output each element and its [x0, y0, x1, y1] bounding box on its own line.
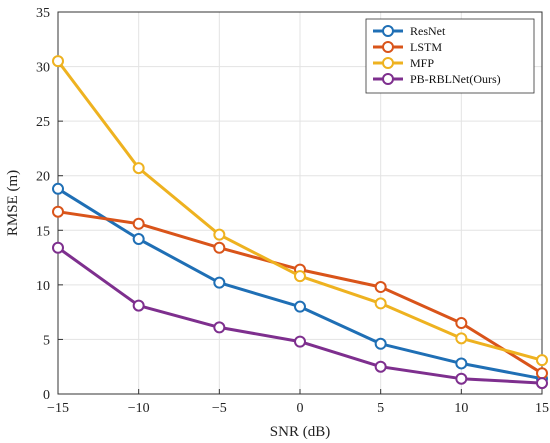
data-point	[374, 281, 387, 294]
data-point	[536, 354, 548, 367]
data-point	[536, 377, 548, 390]
y-axis-ticks: 0 5 10 15 20 25 30 35	[36, 6, 63, 403]
data-point	[52, 55, 64, 68]
data-point	[455, 372, 468, 385]
x-tick-label: 15	[535, 401, 549, 416]
data-point	[455, 317, 468, 330]
legend: ResNet LSTM MFP PB-RBLNet(Ours)	[365, 18, 535, 94]
data-point	[213, 241, 226, 254]
x-axis-ticks: −15 −10 −5 0 5 10 15	[47, 389, 549, 416]
legend-item: LSTM	[373, 40, 442, 54]
legend-label: MFP	[410, 56, 434, 70]
x-tick-label: 0	[297, 401, 304, 416]
legend-item: ResNet	[373, 24, 446, 38]
x-tick-label: −10	[128, 401, 150, 416]
legend-label: LSTM	[410, 40, 442, 54]
data-point	[52, 241, 64, 254]
data-point	[294, 300, 306, 313]
y-tick-label: 5	[43, 333, 50, 348]
data-point	[132, 233, 145, 246]
x-axis-title: SNR (dB)	[270, 424, 330, 440]
data-point	[52, 205, 64, 218]
data-point	[213, 321, 226, 334]
legend-swatch-marker	[382, 41, 394, 53]
legend-item: PB-RBLNet(Ours)	[373, 72, 501, 86]
data-point	[455, 332, 468, 345]
y-axis-title: RMSE (m)	[5, 170, 21, 236]
series-2	[52, 55, 548, 367]
legend-swatch-marker	[382, 73, 394, 85]
x-tick-label: 10	[454, 401, 468, 416]
x-tick-label: −15	[47, 401, 69, 416]
series-3	[52, 241, 548, 390]
y-tick-label: 15	[36, 224, 50, 239]
y-tick-label: 25	[36, 115, 50, 130]
data-point	[374, 297, 387, 310]
legend-swatch-marker	[382, 25, 394, 37]
legend-item: MFP	[373, 56, 434, 70]
data-point	[213, 228, 226, 241]
data-point	[52, 182, 64, 195]
data-point	[294, 270, 306, 283]
y-tick-label: 30	[36, 61, 50, 76]
data-point	[132, 299, 145, 312]
y-tick-label: 35	[36, 6, 50, 21]
data-point	[455, 357, 468, 370]
data-point	[132, 217, 145, 230]
x-tick-label: −5	[212, 401, 227, 416]
legend-label: PB-RBLNet(Ours)	[410, 72, 501, 86]
data-point	[132, 162, 145, 175]
data-point	[536, 367, 548, 380]
data-point	[213, 276, 226, 289]
grid-lines	[57, 11, 543, 395]
data-point	[294, 335, 306, 348]
legend-label: ResNet	[410, 24, 446, 38]
x-tick-label: 5	[377, 401, 384, 416]
data-point	[374, 337, 387, 350]
legend-swatch-marker	[382, 57, 394, 69]
y-tick-label: 10	[36, 279, 50, 294]
series-layer	[52, 55, 548, 390]
data-point	[374, 360, 387, 373]
y-tick-label: 20	[36, 170, 50, 185]
y-tick-label: 0	[43, 388, 50, 403]
